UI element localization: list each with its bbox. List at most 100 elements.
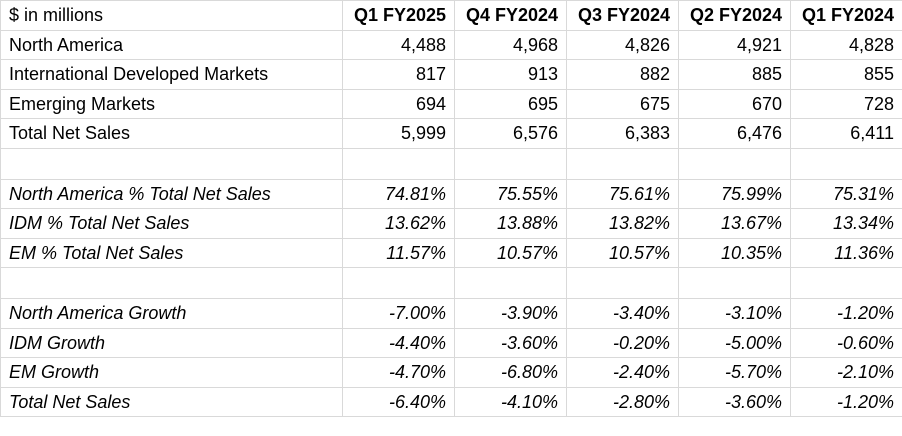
- blank-row: [0, 147, 902, 180]
- empty-cell[interactable]: [342, 267, 455, 299]
- value-cell[interactable]: 5,999: [342, 118, 455, 149]
- value-cell[interactable]: -2.10%: [790, 357, 902, 388]
- value-cell[interactable]: -5.00%: [678, 327, 791, 358]
- value-cell[interactable]: 13.67%: [678, 208, 791, 239]
- empty-cell[interactable]: [790, 147, 902, 180]
- value-cell[interactable]: -3.60%: [454, 327, 567, 358]
- empty-cell[interactable]: [790, 267, 902, 299]
- empty-cell[interactable]: [566, 147, 679, 180]
- value-cell[interactable]: 10.57%: [566, 237, 679, 268]
- value-cell[interactable]: 855: [790, 59, 902, 90]
- table-row: North America Growth -7.00% -3.90% -3.40…: [0, 298, 902, 329]
- row-label-cell[interactable]: Total Net Sales: [0, 118, 343, 149]
- value-cell[interactable]: 4,488: [342, 29, 455, 60]
- empty-cell[interactable]: [342, 147, 455, 180]
- value-cell[interactable]: -1.20%: [790, 386, 902, 417]
- row-label-cell[interactable]: IDM % Total Net Sales: [0, 208, 343, 239]
- table-row: EM Growth -4.70% -6.80% -2.40% -5.70% -2…: [0, 357, 902, 388]
- row-label-cell[interactable]: EM % Total Net Sales: [0, 237, 343, 268]
- table-row: North America 4,488 4,968 4,826 4,921 4,…: [0, 29, 902, 60]
- value-cell[interactable]: -4.70%: [342, 357, 455, 388]
- row-label-cell[interactable]: Emerging Markets: [0, 88, 343, 119]
- value-cell[interactable]: 6,576: [454, 118, 567, 149]
- value-cell[interactable]: -5.70%: [678, 357, 791, 388]
- value-cell[interactable]: 10.57%: [454, 237, 567, 268]
- row-label-cell[interactable]: North America % Total Net Sales: [0, 178, 343, 209]
- empty-cell[interactable]: [454, 147, 567, 180]
- header-cell-q4-fy2024[interactable]: Q4 FY2024: [454, 0, 567, 31]
- empty-cell[interactable]: [0, 147, 343, 180]
- value-cell[interactable]: 13.82%: [566, 208, 679, 239]
- value-cell[interactable]: 4,828: [790, 29, 902, 60]
- row-label-cell[interactable]: Total Net Sales: [0, 386, 343, 417]
- value-cell[interactable]: -6.40%: [342, 386, 455, 417]
- value-cell[interactable]: -0.20%: [566, 327, 679, 358]
- table-row: IDM % Total Net Sales 13.62% 13.88% 13.8…: [0, 208, 902, 239]
- header-row: $ in millions Q1 FY2025 Q4 FY2024 Q3 FY2…: [0, 0, 902, 31]
- value-cell[interactable]: 6,476: [678, 118, 791, 149]
- value-cell[interactable]: -4.10%: [454, 386, 567, 417]
- value-cell[interactable]: 675: [566, 88, 679, 119]
- header-cell-q2-fy2024[interactable]: Q2 FY2024: [678, 0, 791, 31]
- table-row: IDM Growth -4.40% -3.60% -0.20% -5.00% -…: [0, 327, 902, 358]
- value-cell[interactable]: -3.90%: [454, 298, 567, 329]
- table-row: International Developed Markets 817 913 …: [0, 59, 902, 90]
- table-row: Total Net Sales -6.40% -4.10% -2.80% -3.…: [0, 386, 902, 417]
- value-cell[interactable]: 13.34%: [790, 208, 902, 239]
- value-cell[interactable]: 10.35%: [678, 237, 791, 268]
- value-cell[interactable]: 670: [678, 88, 791, 119]
- value-cell[interactable]: 913: [454, 59, 567, 90]
- value-cell[interactable]: 75.55%: [454, 178, 567, 209]
- row-label-cell[interactable]: EM Growth: [0, 357, 343, 388]
- value-cell[interactable]: -3.10%: [678, 298, 791, 329]
- value-cell[interactable]: 728: [790, 88, 902, 119]
- value-cell[interactable]: 817: [342, 59, 455, 90]
- value-cell[interactable]: -3.60%: [678, 386, 791, 417]
- value-cell[interactable]: 694: [342, 88, 455, 119]
- empty-cell[interactable]: [454, 267, 567, 299]
- table-row: North America % Total Net Sales 74.81% 7…: [0, 178, 902, 209]
- row-label-cell[interactable]: North America Growth: [0, 298, 343, 329]
- value-cell[interactable]: -2.40%: [566, 357, 679, 388]
- value-cell[interactable]: -7.00%: [342, 298, 455, 329]
- value-cell[interactable]: 75.31%: [790, 178, 902, 209]
- value-cell[interactable]: 13.62%: [342, 208, 455, 239]
- value-cell[interactable]: 6,383: [566, 118, 679, 149]
- net-sales-table: $ in millions Q1 FY2025 Q4 FY2024 Q3 FY2…: [0, 0, 902, 417]
- empty-cell[interactable]: [678, 267, 791, 299]
- table-row: EM % Total Net Sales 11.57% 10.57% 10.57…: [0, 237, 902, 268]
- table-row: Total Net Sales 5,999 6,576 6,383 6,476 …: [0, 118, 902, 149]
- value-cell[interactable]: 11.36%: [790, 237, 902, 268]
- row-label-cell[interactable]: IDM Growth: [0, 327, 343, 358]
- value-cell[interactable]: 11.57%: [342, 237, 455, 268]
- value-cell[interactable]: 4,968: [454, 29, 567, 60]
- empty-cell[interactable]: [566, 267, 679, 299]
- header-cell-q3-fy2024[interactable]: Q3 FY2024: [566, 0, 679, 31]
- empty-cell[interactable]: [678, 147, 791, 180]
- value-cell[interactable]: -4.40%: [342, 327, 455, 358]
- value-cell[interactable]: 4,921: [678, 29, 791, 60]
- value-cell[interactable]: -6.80%: [454, 357, 567, 388]
- value-cell[interactable]: 13.88%: [454, 208, 567, 239]
- value-cell[interactable]: 75.99%: [678, 178, 791, 209]
- table-row: Emerging Markets 694 695 675 670 728: [0, 88, 902, 119]
- header-label-cell[interactable]: $ in millions: [0, 0, 343, 31]
- value-cell[interactable]: 882: [566, 59, 679, 90]
- value-cell[interactable]: 885: [678, 59, 791, 90]
- value-cell[interactable]: 74.81%: [342, 178, 455, 209]
- row-label-cell[interactable]: International Developed Markets: [0, 59, 343, 90]
- value-cell[interactable]: 695: [454, 88, 567, 119]
- value-cell[interactable]: 75.61%: [566, 178, 679, 209]
- blank-row: [0, 267, 902, 299]
- row-label-cell[interactable]: North America: [0, 29, 343, 60]
- value-cell[interactable]: -1.20%: [790, 298, 902, 329]
- header-cell-q1-fy2024[interactable]: Q1 FY2024: [790, 0, 902, 31]
- value-cell[interactable]: 6,411: [790, 118, 902, 149]
- empty-cell[interactable]: [0, 267, 343, 299]
- value-cell[interactable]: -3.40%: [566, 298, 679, 329]
- header-cell-q1-fy2025[interactable]: Q1 FY2025: [342, 0, 455, 31]
- value-cell[interactable]: -0.60%: [790, 327, 902, 358]
- value-cell[interactable]: -2.80%: [566, 386, 679, 417]
- value-cell[interactable]: 4,826: [566, 29, 679, 60]
